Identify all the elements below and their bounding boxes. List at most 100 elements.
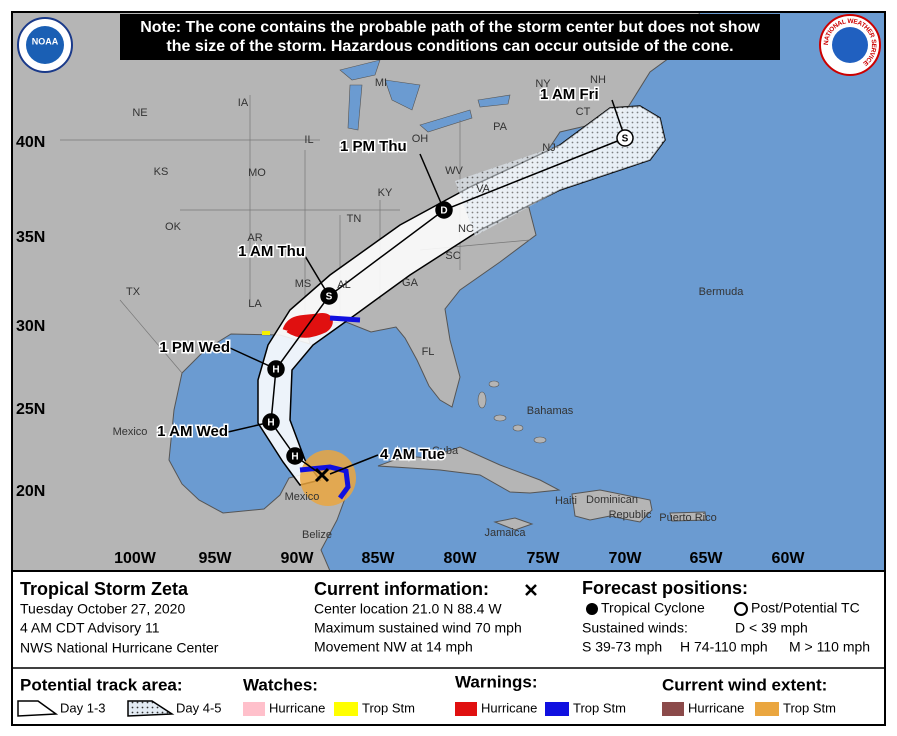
legend-text: Trop Stm (783, 700, 836, 715)
time-label: 4 AM Tue (380, 446, 445, 463)
legend-title: Current wind extent: (662, 675, 827, 694)
cuba (377, 446, 561, 494)
legend-day45-icon (127, 700, 175, 717)
place-label: NE (132, 107, 147, 119)
info-text: Maximum sustained wind 70 mph (314, 620, 522, 636)
info-text: H 74-110 mph (680, 639, 768, 655)
warning-ts-gulf (329, 315, 361, 323)
forecast-marker: S (622, 134, 629, 145)
place-label: MO (248, 167, 266, 179)
leader-line (419, 153, 445, 211)
post-tc-icon (734, 602, 748, 616)
noaa-logo: NOAA (17, 17, 73, 73)
latitude-label: 20N (16, 483, 45, 500)
leader-line (329, 454, 379, 475)
forecast-marker: D (440, 206, 447, 217)
place-label: NC (458, 223, 474, 235)
place-label: Jamaica (485, 527, 527, 539)
longitude-label: 90W (281, 550, 315, 567)
place-label: Puerto Rico (659, 512, 716, 524)
info-text: Sustained winds: (582, 620, 688, 636)
place-label: NY (535, 78, 551, 90)
place-label: Mexico (113, 426, 148, 438)
forecast-marker: S (326, 292, 333, 303)
place-label: SC (445, 250, 460, 262)
info-text: Tuesday October 27, 2020 (20, 601, 185, 617)
legend-title: Watches: (243, 675, 318, 694)
noaa-text: NOAA (32, 36, 59, 46)
info-text: Center location 21.0 N 88.4 W (314, 601, 502, 617)
forecast-point (267, 360, 285, 378)
legend-swatch (755, 702, 779, 716)
place-label: OK (165, 221, 182, 233)
place-label: Dominican (586, 494, 638, 506)
forecast-title: Forecast positions: (582, 578, 748, 598)
place-label: Bermuda (699, 286, 745, 298)
place-label: LA (248, 298, 262, 310)
place-label: IL (304, 134, 313, 146)
forecast-point (262, 413, 280, 431)
forecast-marker: H (291, 452, 298, 463)
warning-ts-yucatan (299, 464, 351, 500)
legend-text: Day 4-5 (176, 700, 222, 715)
puerto-rico (669, 511, 707, 522)
nws-logo: NATIONAL WEATHER SERVICE (819, 14, 881, 76)
current-position (314, 467, 330, 483)
legend-title: Potential track area: (20, 675, 183, 694)
place-label: KS (154, 166, 169, 178)
legend-text: Hurricane (688, 700, 744, 715)
info-text: S 39-73 mph (582, 639, 662, 655)
longitude-label: 75W (527, 550, 561, 567)
forecast-marker: H (267, 418, 274, 429)
legend-swatch (243, 702, 265, 716)
legend-day13-icon (17, 700, 59, 717)
forecast-point (286, 447, 304, 465)
info-text: D < 39 mph (735, 620, 808, 636)
time-label: 1 PM Thu (340, 138, 407, 155)
latitude-label: 25N (16, 401, 45, 418)
longitude-label: 85W (362, 550, 396, 567)
place-label: TN (347, 213, 362, 225)
place-label: Haiti (555, 495, 577, 507)
place-label: PA (493, 121, 508, 133)
place-label: Belize (302, 529, 332, 541)
forecast-point (320, 287, 338, 305)
longitude-label: 80W (444, 550, 478, 567)
info-text: Tropical Cyclone (601, 600, 705, 616)
current-title: Current information: (314, 579, 489, 599)
place-label: Mexico (285, 491, 320, 503)
place-label: Republic (609, 509, 652, 521)
legend-title: Warnings: (455, 672, 537, 691)
legend-text: Trop Stm (573, 700, 626, 715)
place-label: OH (412, 133, 429, 145)
legend-swatch (662, 702, 684, 716)
forecast-point (616, 129, 634, 147)
frame (11, 11, 886, 726)
info-text: Movement NW at 14 mph (314, 639, 473, 655)
longitude-label: 70W (609, 550, 643, 567)
latitude-label: 30N (16, 318, 45, 335)
place-label: MI (375, 77, 387, 89)
map (12, 12, 885, 571)
place-label: FL (422, 346, 435, 358)
place-label: AL (337, 279, 350, 291)
place-label: TX (126, 286, 141, 298)
tc-icon (586, 603, 598, 615)
longitude-label: 65W (690, 550, 724, 567)
legend-text: Day 1-3 (60, 700, 106, 715)
place-label: WV (445, 165, 463, 177)
time-label: 1 AM Fri (540, 86, 599, 103)
info-text: M > 110 mph (789, 639, 870, 655)
info-text: 4 AM CDT Advisory 11 (20, 620, 160, 636)
longitude-label: 60W (772, 550, 806, 567)
time-label: 1 AM Thu (238, 243, 305, 260)
place-label: CT (576, 106, 591, 118)
time-label: 1 AM Wed (157, 423, 228, 440)
place-label: KY (378, 187, 393, 199)
legend-text: Trop Stm (362, 700, 415, 715)
place-label: Bahamas (527, 405, 574, 417)
info-text: NWS National Hurricane Center (20, 640, 219, 656)
legend-text: Hurricane (269, 700, 325, 715)
note-line: Note: The cone contains the probable pat… (140, 19, 760, 36)
